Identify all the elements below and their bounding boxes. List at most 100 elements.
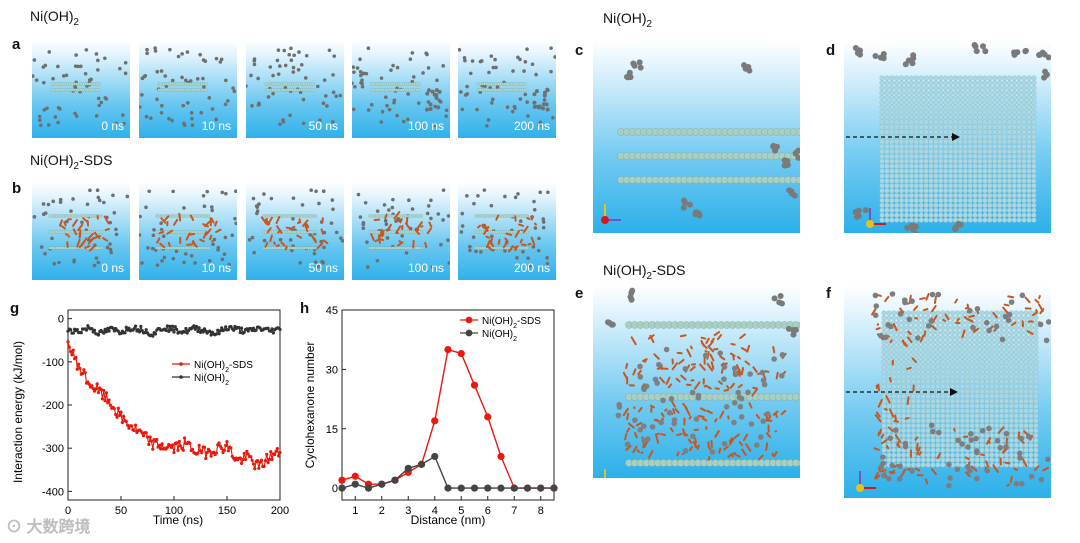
- ni-oh2-atom: [977, 75, 983, 81]
- ni-oh2-atom: [969, 447, 975, 453]
- ni-oh2-atom: [972, 158, 978, 164]
- ni-oh2-atom: [1026, 134, 1032, 140]
- ni-oh2-atom: [1011, 148, 1017, 155]
- ni-oh2-atom: [1023, 354, 1029, 360]
- ni-oh2-atom: [899, 90, 905, 96]
- ni-oh2-atom: [901, 383, 907, 390]
- ni-oh2-atom: [938, 197, 944, 204]
- ni-oh2-atom: [918, 90, 924, 96]
- data-point: [120, 420, 124, 425]
- ni-oh2-atom: [933, 114, 939, 120]
- ni-oh2-atom: [928, 109, 934, 115]
- ni-oh2-atom: [1033, 432, 1039, 439]
- ni-oh2-atom: [894, 153, 900, 159]
- ni-oh2-atom: [1011, 178, 1017, 184]
- molecule: [297, 50, 301, 54]
- ni-oh2-atom: [1021, 129, 1027, 135]
- ni-oh2-atom: [1008, 418, 1014, 424]
- molecule: [471, 235, 476, 239]
- ni-oh2-atom: [957, 129, 963, 135]
- sds-chain: [964, 456, 970, 461]
- ni-oh2-atom: [984, 379, 990, 385]
- molecule: [303, 76, 308, 80]
- ni-oh2-atom: [938, 183, 944, 189]
- ni-oh2-atom: [913, 85, 919, 91]
- ni-oh2-atom: [964, 393, 970, 399]
- ni-oh2-atom: [984, 393, 990, 399]
- data-point: [102, 331, 106, 335]
- ni-oh2-atom: [964, 344, 970, 350]
- ni-oh2-atom: [930, 383, 936, 390]
- molecule: [112, 210, 117, 215]
- sds-chain: [893, 464, 899, 468]
- ni-oh2-atom: [997, 124, 1003, 130]
- molecule: [435, 78, 439, 83]
- ni-oh2-atom: [1016, 109, 1022, 115]
- ni-oh2-atom: [918, 139, 924, 145]
- sds-chain: [522, 225, 529, 234]
- ni-oh2-atom: [948, 163, 954, 169]
- ni-oh2-atom: [933, 104, 939, 110]
- ni-oh2-atom: [977, 153, 983, 159]
- ni-oh2-atom: [984, 383, 990, 390]
- ni-oh2-atom: [881, 428, 887, 434]
- molecule: [291, 65, 296, 70]
- ni-oh2-atom: [879, 85, 885, 91]
- snapshot-b-1: 10 ns: [139, 182, 237, 280]
- sds-chain: [986, 437, 992, 445]
- ni-oh2-atom: [1033, 334, 1039, 341]
- ni-oh2-atom: [1018, 349, 1024, 355]
- ni-oh2-atom: [954, 369, 961, 375]
- sds-chain: [699, 363, 706, 371]
- ni-oh2-atom: [974, 403, 980, 409]
- sds-chain: [192, 239, 197, 247]
- ni-oh2-atom: [1026, 202, 1032, 208]
- ni-oh2-atom: [899, 163, 905, 169]
- ni-oh2-atom: [943, 217, 949, 223]
- ni-oh2-atom: [945, 354, 951, 360]
- ni-oh2-atom: [938, 119, 944, 125]
- molecule: [462, 55, 467, 60]
- molecule: [549, 46, 553, 50]
- sds-chain: [694, 437, 697, 444]
- sds-chain: [265, 217, 268, 224]
- ni-oh2-atom: [918, 188, 924, 194]
- ni-oh2-atom: [1031, 144, 1037, 150]
- sds-chain: [714, 387, 720, 390]
- ni-oh2-atom: [987, 129, 993, 135]
- ni-oh2-atom: [959, 374, 965, 380]
- sds-chain: [643, 440, 649, 448]
- molecule: [65, 219, 69, 224]
- ni-oh2-atom: [1031, 178, 1037, 184]
- ni-oh2-atom: [1011, 168, 1017, 174]
- ni-oh2-atom: [920, 374, 926, 380]
- sds-chain: [638, 406, 643, 413]
- molecule: [542, 98, 547, 102]
- molecule: [84, 48, 89, 52]
- ni-oh2-atom: [974, 374, 980, 380]
- ni-oh2-atom: [994, 457, 1000, 463]
- ni-oh2-atom: [982, 134, 988, 140]
- snapshot-b-2: 50 ns: [246, 182, 344, 280]
- sds-chain: [397, 241, 404, 247]
- ni-oh2-atom: [989, 349, 995, 355]
- molecule: [532, 100, 537, 105]
- ni-oh2-atom: [982, 207, 988, 213]
- ni-oh2-atom: [1013, 330, 1019, 336]
- ni-oh2-atom: [945, 374, 951, 380]
- data-point: [133, 324, 138, 328]
- ni-oh2-atom: [959, 339, 965, 345]
- data-point: [190, 447, 195, 451]
- molecule: [184, 252, 188, 256]
- ni-oh2-atom: [999, 432, 1005, 439]
- ni-oh2-atom: [1021, 178, 1027, 184]
- ni-oh2-atom: [930, 447, 936, 453]
- ni-oh2-atom: [940, 462, 946, 468]
- ni-oh2-atom: [894, 99, 900, 106]
- ni-oh2-atom: [977, 207, 983, 213]
- ni-oh2-atom: [943, 178, 949, 184]
- ni-oh2-atom: [945, 379, 951, 385]
- sds-chain: [671, 362, 679, 371]
- ni-oh2-atom: [920, 383, 926, 390]
